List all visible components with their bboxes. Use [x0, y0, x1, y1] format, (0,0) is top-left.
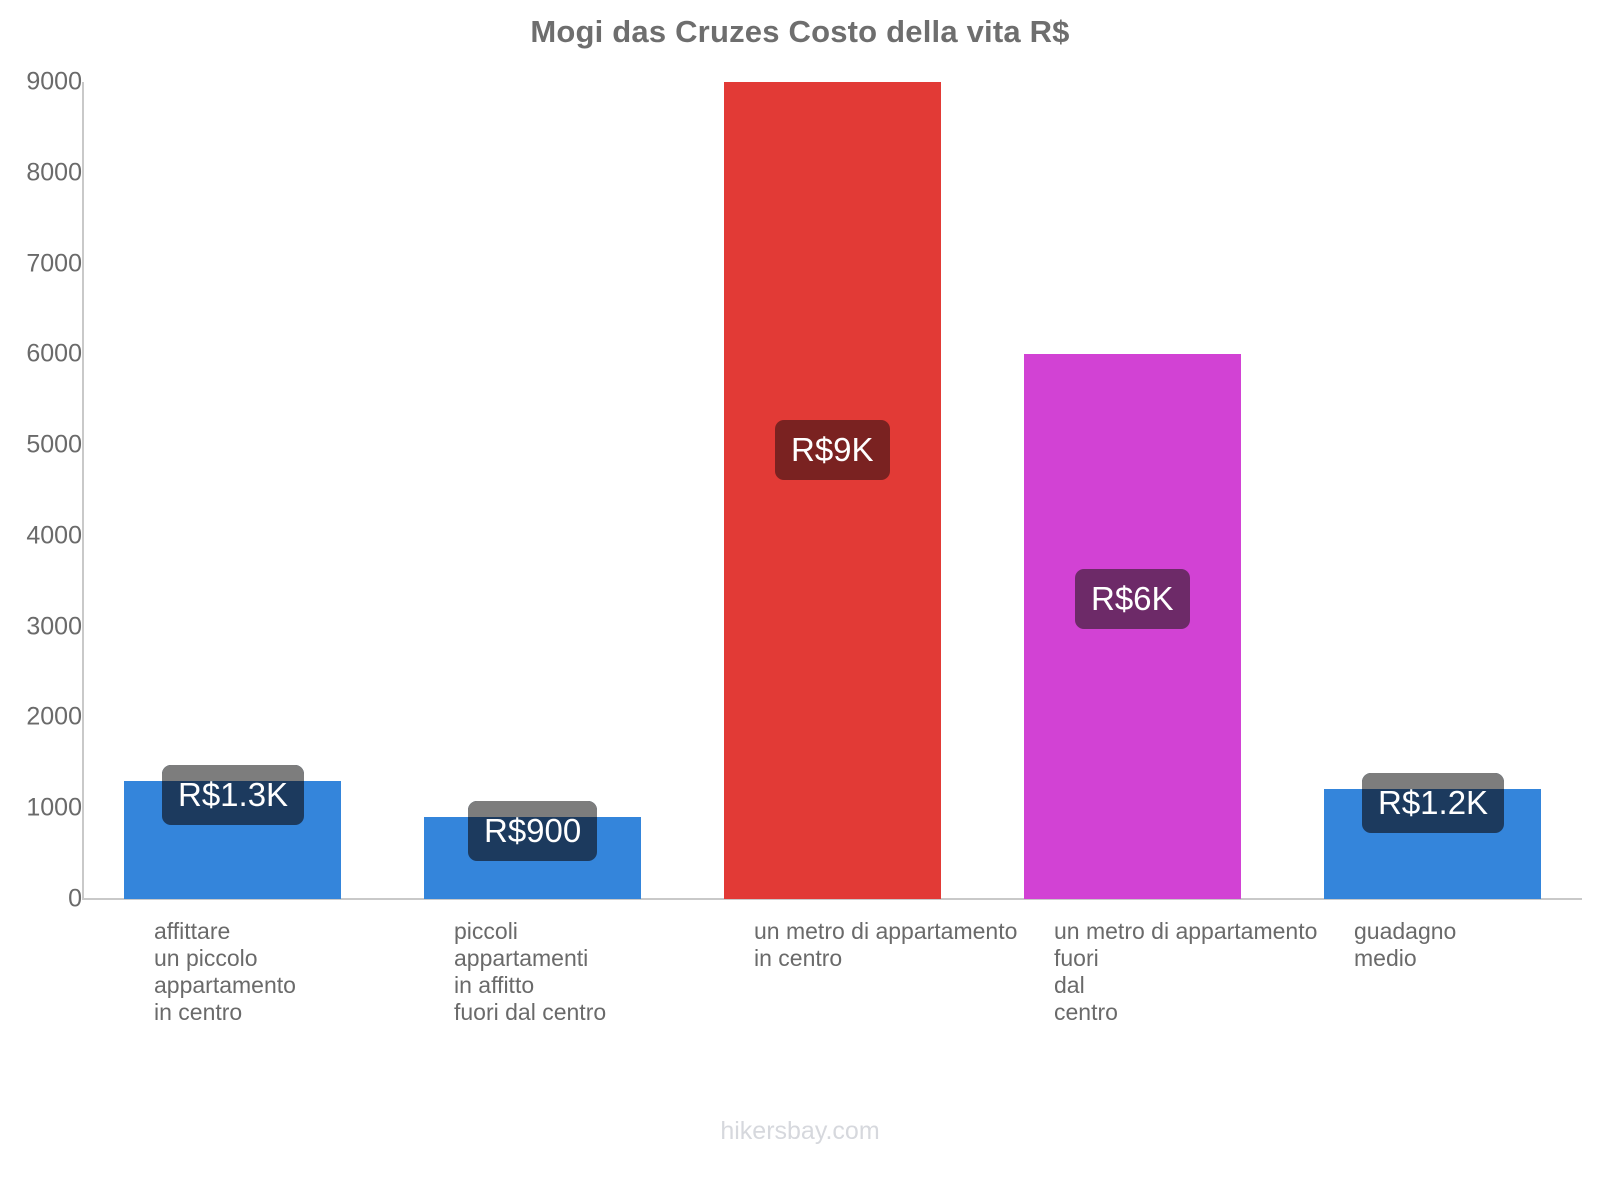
bar-value-label: R$1.3K	[178, 776, 289, 813]
x-axis-category-label: un metro di appartamento in centro	[754, 918, 1018, 971]
y-axis-tick-label: 8000	[26, 158, 82, 187]
y-axis-tick-label: 9000	[26, 67, 82, 96]
y-axis-tick-label: 6000	[26, 339, 82, 368]
bar[interactable]	[724, 82, 941, 899]
y-axis-tick-label: 5000	[26, 430, 82, 459]
bar-value-badge: R$6K	[1075, 569, 1190, 629]
x-axis-category-label: affittare un piccolo appartamento in cen…	[154, 918, 296, 1025]
page-title: Mogi das Cruzes Costo della vita R$	[530, 14, 1070, 49]
y-axis-tick-label: 1000	[26, 793, 82, 822]
bar-value-label: R$900	[484, 812, 582, 849]
bar-value-badge: R$1.2K	[1362, 773, 1505, 833]
y-axis-tick-label: 7000	[26, 249, 82, 278]
bar-value-badge: R$900	[468, 801, 598, 861]
x-axis-category-label: piccoli appartamenti in affitto fuori da…	[454, 918, 607, 1025]
y-axis-line	[82, 82, 84, 899]
badge-overhang	[468, 801, 598, 817]
badge-overhang	[162, 765, 305, 781]
bar-value-label: R$1.2K	[1378, 784, 1489, 821]
x-axis-category-label: guadagno medio	[1354, 918, 1457, 971]
badge-overhang	[1362, 773, 1505, 789]
x-axis-line	[82, 898, 1582, 900]
bar-value-label: R$9K	[791, 431, 874, 468]
footer-watermark: hikersbay.com	[720, 1117, 880, 1145]
y-axis-tick-label: 3000	[26, 612, 82, 641]
y-axis-tick-label: 4000	[26, 521, 82, 550]
bar-value-badge: R$1.3K	[162, 765, 305, 825]
y-axis-tick-label: 0	[68, 884, 82, 913]
bar-value-badge: R$9K	[775, 420, 890, 480]
bar-value-label: R$6K	[1091, 580, 1174, 617]
x-axis-category-label: un metro di appartamento fuori dal centr…	[1054, 918, 1318, 1025]
y-axis-tick-label: 2000	[26, 702, 82, 731]
